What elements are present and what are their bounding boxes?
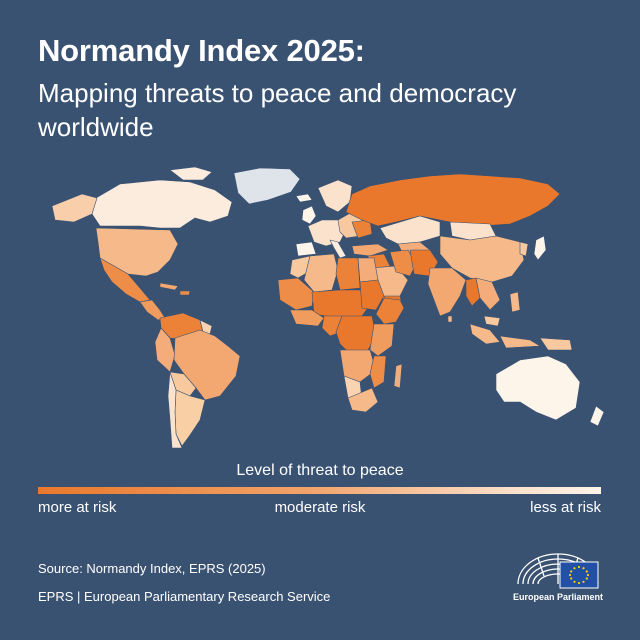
region-alaska — [51, 193, 98, 223]
region-brazil — [173, 329, 241, 401]
region-argentina — [174, 389, 206, 447]
region-mozambique — [369, 355, 387, 389]
region-japan — [533, 235, 547, 261]
source-note: Source: Normandy Index, EPRS (2025) — [38, 561, 266, 576]
region-australia — [495, 355, 581, 421]
region-usa — [95, 227, 179, 277]
region-philippines — [509, 291, 521, 313]
region-sri-lanka — [447, 315, 453, 323]
region-western-europe — [307, 219, 347, 247]
region-madagascar — [393, 363, 403, 389]
region-horn-of-africa — [375, 297, 405, 325]
region-hispaniola — [179, 290, 191, 296]
european-parliament-name: European Parliament — [512, 592, 604, 602]
region-scandinavia — [317, 179, 353, 213]
legend-title: Level of threat to peace — [236, 462, 404, 479]
region-sudan — [359, 279, 385, 311]
region-italy — [329, 239, 347, 259]
region-east-africa — [369, 323, 395, 357]
region-indonesia-east — [499, 335, 541, 349]
world-threat-map — [51, 166, 605, 449]
region-central-america — [139, 299, 166, 321]
region-indonesia-west — [469, 323, 501, 345]
legend-label-less-at-risk: less at risk — [530, 499, 601, 516]
page-title: Normandy Index 2025: — [38, 33, 365, 68]
region-iran — [389, 249, 417, 277]
region-arctic-islands — [169, 166, 213, 181]
legend-gradient-bar — [38, 487, 601, 494]
region-cuba — [159, 282, 179, 291]
page-subtitle: Mapping threats to peace and democracy w… — [38, 78, 517, 142]
region-kazakhstan — [379, 215, 441, 245]
region-canada — [91, 179, 233, 229]
region-iceland — [295, 193, 313, 203]
region-angola-zambia — [339, 349, 377, 383]
region-iberia — [295, 241, 317, 257]
region-myanmar — [465, 277, 481, 307]
region-libya — [335, 257, 361, 291]
region-russia — [345, 173, 561, 227]
region-chile — [167, 371, 183, 449]
european-parliament-logo-icon — [517, 553, 599, 589]
legend-label-moderate-risk: moderate risk — [274, 499, 366, 516]
region-papua — [539, 337, 573, 351]
region-west-africa-north — [277, 277, 315, 311]
region-greenland — [233, 167, 301, 205]
legend-label-more-at-risk: more at risk — [38, 499, 117, 516]
region-south-africa — [347, 387, 379, 413]
region-india — [427, 267, 467, 317]
region-malaysia — [483, 315, 501, 327]
region-algeria — [303, 253, 339, 293]
region-west-africa-coast — [289, 309, 325, 327]
region-new-zealand — [589, 405, 605, 427]
region-turkey — [351, 243, 389, 257]
region-korea — [519, 241, 529, 257]
region-indochina — [475, 277, 501, 311]
region-china — [439, 235, 525, 283]
region-uk-ireland — [301, 205, 317, 225]
eprs-credit: EPRS | European Parliamentary Research S… — [38, 589, 331, 604]
